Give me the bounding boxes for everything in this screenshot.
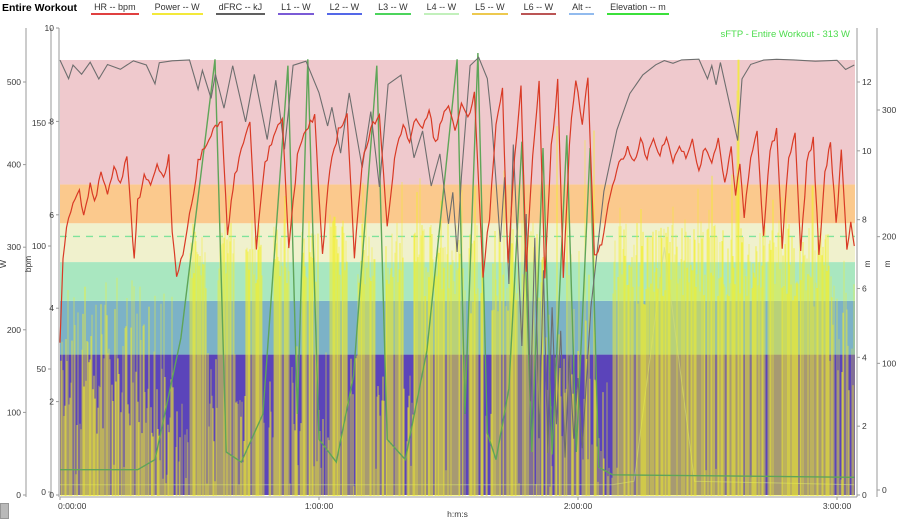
axis-unit-watts: W [0, 260, 8, 268]
hr-line [59, 77, 855, 343]
tick-label-kj: 0 [49, 490, 54, 500]
legend-item-l4[interactable]: L4 -- W [423, 2, 460, 15]
tick-label-watts: 500 [7, 77, 21, 87]
tick-label-bpm: 0 [41, 487, 46, 497]
tick-label-kj: 2 [49, 397, 54, 407]
tick-label-alt: 0 [862, 490, 867, 500]
tick-label-elev: 100 [882, 358, 896, 368]
tick-label-alt: 8 [862, 215, 867, 225]
tick-label-alt: 4 [862, 352, 867, 362]
zone-band-l5 [60, 184, 855, 224]
tick-label-kj: 4 [49, 303, 54, 313]
tick-label-bpm: 150 [32, 118, 46, 128]
tick-label-watts: 100 [7, 407, 21, 417]
tick-label-bpm: 100 [32, 241, 46, 251]
tick-label-kj: 6 [49, 210, 54, 220]
tick-label-alt: 2 [862, 421, 867, 431]
legend-item-l2[interactable]: L2 -- W [326, 2, 363, 15]
legend-item-l5[interactable]: L5 -- W [472, 2, 508, 15]
legend-item-hr[interactable]: HR -- bpm [91, 2, 139, 15]
workout-selector[interactable]: Entire Workout [2, 2, 78, 14]
legend-item-alt[interactable]: Alt -- [569, 2, 595, 15]
legend-item-power[interactable]: Power -- W [151, 2, 203, 15]
legend-item-l3[interactable]: L3 -- W [375, 2, 411, 15]
tick-label-elev: 300 [882, 105, 896, 115]
x-axis-unit: h:m:s [447, 509, 468, 519]
series-legend: HR -- bpm Power -- W dFRC -- kJ L1 -- W L2 -… [91, 2, 682, 15]
chart-header: Entire Workout HR -- bpm Power -- W dFRC -… [2, 2, 682, 16]
tick-label-watts: 300 [7, 242, 21, 252]
tick-label-elev: 0 [882, 485, 887, 495]
x-tick-label: 0:00:00 [58, 501, 87, 511]
legend-item-elevation[interactable]: Elevation -- m [607, 2, 669, 15]
tick-label-kj: 10 [45, 23, 55, 33]
tick-label-alt: 10 [862, 146, 872, 156]
axis-unit-bpm: bpm [23, 256, 33, 273]
tick-label-alt: 6 [862, 284, 867, 294]
axis-unit-elev: m [882, 260, 892, 267]
legend-item-l6[interactable]: L6 -- W [520, 2, 557, 15]
tick-label-watts: 400 [7, 160, 21, 170]
x-tick-label: 2:00:00 [564, 501, 593, 511]
tick-label-watts: 200 [7, 325, 21, 335]
dfrc-line [59, 56, 855, 458]
power-series-dense [60, 59, 850, 496]
tick-label-kj: 8 [49, 116, 54, 126]
tick-label-elev: 200 [882, 232, 896, 242]
x-tick-label: 1:00:00 [305, 501, 334, 511]
legend-item-dfrc[interactable]: dFRC -- kJ [215, 2, 266, 15]
panel-corner [0, 503, 9, 519]
tick-label-watts: 0 [16, 490, 21, 500]
tick-label-alt: 12 [862, 77, 872, 87]
axis-unit-alt: m [862, 260, 872, 267]
x-tick-label: 3:00:00 [823, 501, 852, 511]
sftp-annotation: sFTP - Entire Workout - 313 W [720, 29, 850, 40]
legend-item-l1[interactable]: L1 -- W [278, 2, 314, 15]
elevation-line [60, 52, 855, 478]
tick-label-bpm: 50 [37, 364, 47, 374]
